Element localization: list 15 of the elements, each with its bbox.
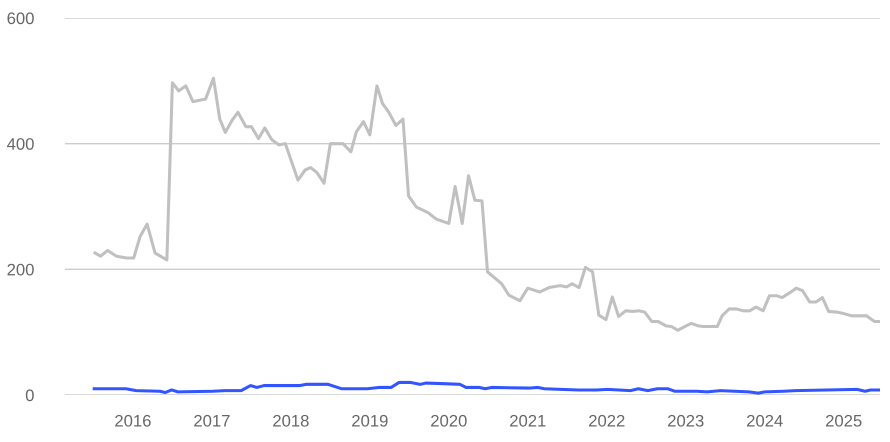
x-tick-label: 2023 — [668, 414, 704, 427]
x-tick-label: 2025 — [826, 414, 862, 427]
x-tick-label: 2024 — [747, 414, 783, 427]
line-series — [92, 380, 880, 395]
x-tick-label: 2022 — [589, 414, 624, 427]
x-tick-label: 2021 — [510, 414, 546, 427]
x-tick-label: 2020 — [431, 414, 467, 427]
x-tick-label: 2017 — [194, 414, 230, 427]
y-tick-label: 400 — [7, 138, 34, 150]
x-tick-label: 2018 — [273, 414, 309, 427]
y-tick-label: 200 — [7, 264, 34, 276]
x-tick-label: 2019 — [352, 414, 388, 427]
y-tick-label: 0 — [26, 389, 34, 402]
y-tick-label: 600 — [7, 12, 34, 24]
x-tick-label: 2016 — [115, 414, 151, 427]
